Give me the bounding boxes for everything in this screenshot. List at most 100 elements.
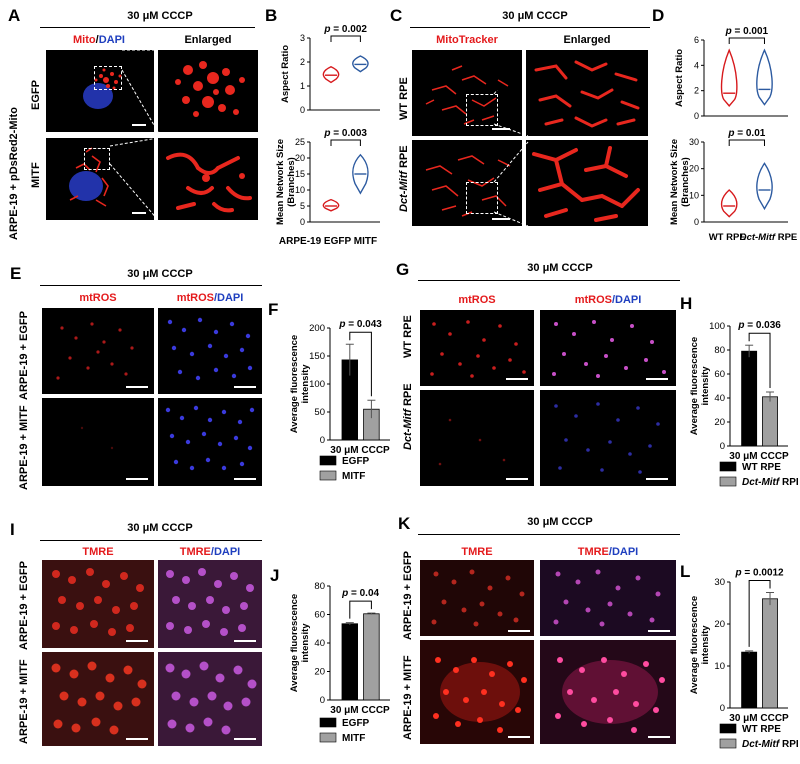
panel-g-header-line [418, 280, 680, 281]
significance-bracket [748, 332, 771, 388]
panel-letter-i: I [10, 520, 15, 539]
legend-swatch [319, 455, 337, 466]
y-tick-label: 0 [720, 703, 725, 714]
violin-0 [322, 198, 340, 212]
p-value: p = 0.003 [323, 128, 367, 139]
legend-swatch [319, 717, 337, 728]
micrograph-c-mitf-enlarged-image [532, 146, 640, 222]
bar-0 [741, 350, 758, 447]
micrograph-k-mitf-merge-image [555, 657, 670, 738]
legend-swatch [719, 476, 737, 487]
bar-0 [741, 651, 758, 709]
y-tick-label: 80 [314, 581, 325, 592]
panel-k-col1-label: TMRE [461, 546, 493, 558]
y-tick-label: 0 [720, 441, 725, 452]
x-tick-label: Dct-Mitf RPE [740, 232, 798, 243]
y-tick-label: 3 [300, 33, 305, 43]
zoom-box [84, 148, 110, 170]
panel-letter-e: E [10, 264, 22, 283]
micrograph-k-egfp-merge [540, 560, 676, 636]
panel-g-col2-label: mtROS/DAPI [574, 294, 642, 306]
violin-0 [720, 189, 738, 218]
panel-letter-l: L [680, 562, 691, 581]
panel-g-row2-label: Dct-Mitf RPE [402, 383, 414, 450]
panel-letter-f: F [268, 300, 279, 319]
y-tick-label: 10 [295, 185, 305, 195]
legend-label: MITF [342, 733, 365, 744]
panel-c-header-line [410, 27, 650, 28]
y-tick-label: 10 [714, 661, 725, 672]
micrograph-i-egfp-tmre [42, 560, 154, 648]
micrograph-c-wt-enlarged [526, 50, 648, 136]
micrograph-g-wt-mtros-image [430, 320, 528, 380]
y-axis-label: Average fluorescenceintensity [689, 596, 711, 694]
micrograph-i-mitf-merge-image [165, 661, 257, 740]
panel-letter-k: K [398, 514, 411, 533]
legend-swatch [319, 732, 337, 743]
significance-bracket [330, 35, 361, 42]
panel-a-row1-label: EGFP [30, 80, 42, 110]
panel-k-header-line [418, 534, 680, 535]
panel-letter-b: B [265, 6, 278, 25]
micrograph-g-wt-merge [540, 310, 676, 386]
legend-label: EGFP [342, 456, 370, 467]
panel-i-col2-label: TMRE/DAPI [179, 546, 241, 558]
bar-1 [762, 598, 778, 709]
micrograph-c-mitf [412, 140, 522, 226]
y-tick-label: 0 [694, 111, 699, 121]
panel-i-col1-label: TMRE [82, 546, 114, 558]
y-axis-label: Aspect Ratio [674, 49, 685, 107]
micrograph-k-mitf-tmre [420, 640, 534, 744]
x-tick-label: 30 μM CCCP [330, 705, 390, 716]
micrograph-c-mitf-image [425, 155, 511, 220]
p-value: p = 0.0012 [735, 568, 785, 579]
micrograph-a-egfp [46, 50, 154, 132]
y-tick-label: 100 [309, 379, 325, 390]
micrograph-a-egfp-enlarged-image [175, 61, 245, 117]
micrograph-e-egfp-mtros [42, 308, 154, 394]
micrograph-c-mitf-enlarged [526, 140, 648, 226]
y-tick-label: 2 [694, 86, 699, 96]
y-tick-label: 4 [694, 60, 699, 70]
micrograph-g-mitf-mtros [420, 390, 534, 486]
panel-a-row2-label: MITF [30, 162, 42, 188]
p-value: p = 0.001 [725, 26, 769, 37]
panel-i-row2-label: ARPE-19 + MITF [18, 659, 30, 744]
chart-h: 0 20 40 60 80 100 Average fluorescenceintensit… [689, 320, 798, 488]
legend-swatch [719, 738, 737, 749]
micrograph-a-egfp-enlarged [158, 50, 258, 132]
panel-k-header: 30 μM CCCP [527, 516, 593, 528]
x-tick-label: 30 μM CCCP [729, 451, 789, 462]
panel-c-header: 30 μM CCCP [502, 10, 568, 22]
micrograph-g-mitf-merge [540, 390, 676, 486]
y-tick-label: 6 [694, 35, 699, 45]
micrograph-a-mitf-enlarged [158, 138, 258, 220]
y-tick-label: 80 [714, 345, 725, 356]
legend-label: WT RPE [742, 724, 781, 735]
panel-a-side-label: ARPE-19 + pDsRed2-Mito [8, 107, 20, 240]
y-axis-label: Average fluorescenceintensity [289, 594, 311, 692]
panel-i-row1-label: ARPE-19 + EGFP [18, 561, 30, 650]
panel-c-zoom-lines [493, 90, 529, 227]
micrograph-i-egfp-merge [158, 560, 262, 648]
micrograph-i-mitf-merge [158, 652, 262, 746]
micrograph-e-mitf-mtros-image [80, 426, 148, 480]
panel-a-header-line [40, 27, 255, 28]
y-tick-label: 5 [300, 201, 305, 211]
y-tick-label: 20 [714, 619, 725, 630]
panel-letter-j: J [270, 566, 280, 585]
panel-g-header: 30 μM CCCP [527, 262, 593, 274]
y-tick-label: 10 [689, 190, 699, 200]
y-tick-label: 1 [300, 81, 305, 91]
p-value: p = 0.002 [323, 24, 367, 35]
legend-label: MITF [342, 471, 365, 482]
micrograph-c-wt-image [425, 65, 510, 130]
micrograph-k-egfp-tmre [420, 560, 534, 636]
p-value: p = 0.01 [727, 128, 765, 139]
panel-a-col2-label: Enlarged [184, 34, 232, 46]
chart-b: 0 1 2 3 Aspect Ratio p = 0.002 0 5 10 15 20 25Mean … [275, 24, 380, 247]
y-tick-label: 30 [689, 137, 699, 147]
